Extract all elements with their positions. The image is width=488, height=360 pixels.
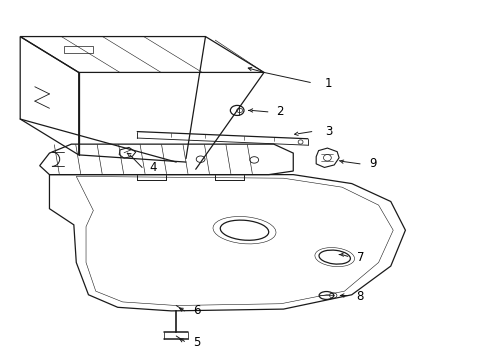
Text: 2: 2 [276, 105, 283, 118]
Text: 6: 6 [193, 305, 201, 318]
Text: 5: 5 [193, 336, 200, 348]
Text: 4: 4 [149, 161, 157, 174]
Text: 8: 8 [356, 290, 363, 303]
Text: 7: 7 [356, 251, 364, 264]
Text: 9: 9 [368, 157, 376, 170]
Text: 3: 3 [325, 125, 332, 138]
Text: 1: 1 [325, 77, 332, 90]
